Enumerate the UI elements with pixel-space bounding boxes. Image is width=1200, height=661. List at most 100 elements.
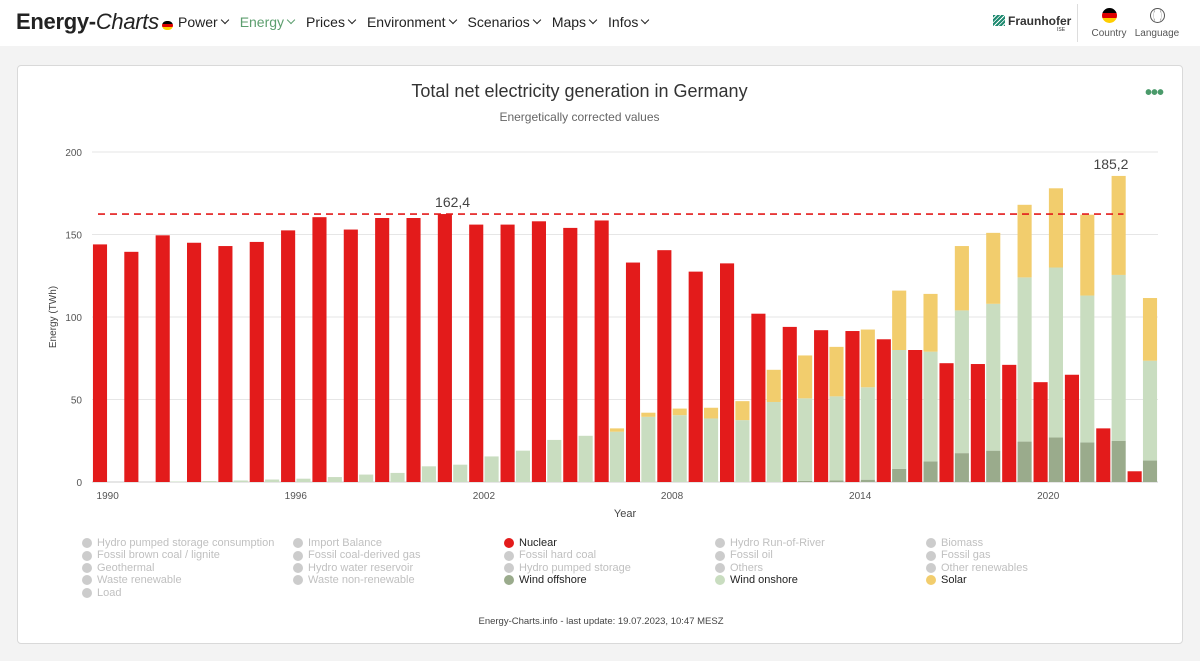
bar-nuclear [186,242,202,482]
legend-item[interactable]: Solar [926,574,1137,586]
legend-label: Fossil coal-derived gas [308,549,421,562]
chevron-down-icon [448,15,457,25]
legend-dot-icon [82,587,92,598]
bar-nuclear [939,363,954,482]
bar-solar [1111,175,1126,275]
country-label: Country [1091,28,1127,39]
legend-item[interactable]: Biomass [926,537,1137,549]
legend-item[interactable]: Others [715,562,926,574]
germany-flag-icon [1101,8,1117,23]
country-selector[interactable]: Country [1084,8,1134,39]
bar-wind-onshore [453,464,468,482]
legend-item[interactable]: Fossil coal-derived gas [293,549,504,561]
chevron-down-icon [220,15,229,25]
legend-item[interactable]: Load [82,587,293,599]
nav-item-maps[interactable]: Maps [552,14,598,30]
language-selector[interactable]: Language [1132,8,1182,39]
legend-item[interactable]: Waste renewable [82,574,293,586]
y-tick-label: 100 [65,313,82,324]
germany-flag-icon [161,21,173,30]
more-dots-icon[interactable]: ••• [1145,82,1164,104]
legend-item[interactable]: Waste non-renewable [293,574,504,586]
y-tick-label: 0 [76,478,82,489]
bar-nuclear [124,251,139,482]
bar-wind-onshore [1017,277,1032,442]
legend-item[interactable]: Hydro pumped storage consumption [82,537,293,549]
bar-wind-onshore [860,387,875,480]
legend-label: Hydro pumped storage [519,561,631,574]
bar-nuclear [751,313,766,482]
nav-item-scenarios[interactable]: Scenarios [467,14,542,30]
bar-wind-onshore [704,418,719,482]
nav-item-infos[interactable]: Infos [608,14,650,30]
legend-item[interactable]: Wind onshore [715,574,926,586]
legend-label: Hydro water reservoir [308,561,414,574]
legend-dot-icon [715,562,725,573]
legend-dot-icon [82,562,92,573]
y-axis-title: Energy (TWh) [48,286,59,348]
legend-dot-icon [293,562,303,573]
bar-nuclear [688,271,703,482]
legend-item[interactable]: Fossil hard coal [504,549,715,561]
bar-nuclear [1127,471,1142,482]
bar-nuclear [500,224,515,482]
legend-label: Fossil brown coal / lignite [97,549,220,562]
legend-dot-icon [926,575,936,586]
bar-wind-onshore [547,439,562,482]
legend-label: Geothermal [97,561,155,574]
legend-label: Waste non-renewable [308,574,415,587]
bar-wind-offshore [954,453,969,482]
legend-item[interactable]: Wind offshore [504,574,715,586]
nav-item-power[interactable]: Power [178,14,229,30]
legend-dot-icon [293,550,303,561]
legend-item[interactable]: Fossil oil [715,549,926,561]
x-tick-label: 2002 [473,491,496,502]
chart-card: Total net electricity generation in Germ… [17,65,1183,644]
legend-item[interactable]: Geothermal [82,562,293,574]
legend-item[interactable]: Hydro pumped storage [504,562,715,574]
legend-dot-icon [715,575,725,586]
energy-charts-logo[interactable]: Energy-Charts [16,9,173,35]
bar-wind-offshore [1017,441,1032,482]
legend-item[interactable]: Nuclear [504,537,715,549]
chevron-down-icon [532,15,542,25]
bar-nuclear [531,221,546,483]
bar-nuclear [469,224,484,482]
bar-wind-offshore [1111,440,1126,482]
bar-nuclear [375,218,390,482]
main-menu: Power Energy Prices Environment Scenarios Map… [178,14,660,30]
legend-item[interactable]: Fossil brown coal / lignite [82,549,293,561]
bar-solar [766,369,781,402]
nav-label: Scenarios [467,14,530,30]
y-tick-label: 200 [65,148,82,159]
legend-dot-icon [926,562,936,573]
bar-solar [986,232,1001,304]
bar-nuclear [970,364,985,482]
bar-nuclear [312,217,327,483]
legend-label: Load [97,586,122,599]
legend-label: Other renewables [941,561,1028,574]
legend-item[interactable]: Hydro water reservoir [293,562,504,574]
divider [1077,4,1078,42]
fraunhofer-logo[interactable]: Fraunhofer ISE [993,14,1071,33]
bar-nuclear [876,339,891,482]
bar-wind-onshore [672,415,687,482]
bar-nuclear [657,250,672,482]
bar-wind-onshore [766,401,781,482]
legend-dot-icon [82,575,92,586]
nav-item-prices[interactable]: Prices [306,14,357,30]
x-tick-label: 1990 [97,491,120,502]
legend-item[interactable]: Other renewables [926,562,1137,574]
legend-item[interactable]: Import Balance [293,537,504,549]
bar-nuclear [1033,382,1048,482]
nav-item-energy[interactable]: Energy [240,14,296,30]
legend-item[interactable]: Hydro Run-of-River [715,537,926,549]
nav-item-environment[interactable]: Environment [367,14,457,30]
bar-nuclear [1002,364,1017,482]
legend-label: Hydro pumped storage consumption [97,537,275,549]
bar-solar [923,293,938,352]
legend-item[interactable]: Fossil gas [926,549,1137,561]
bar-solar [1080,214,1095,296]
legend-dot-icon [293,575,303,586]
bar-nuclear [719,263,735,482]
